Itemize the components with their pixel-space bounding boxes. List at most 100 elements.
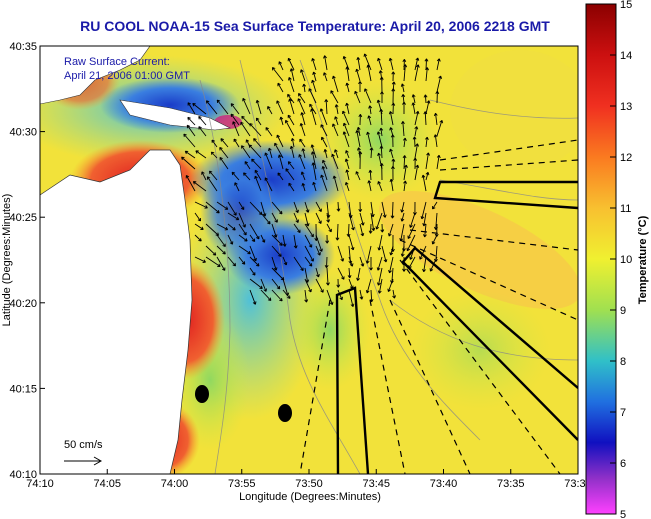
scale-label: 50 cm/s	[64, 439, 103, 451]
y-axis: 40:35 40:30 40:25 40:20 40:15 40:10	[9, 41, 45, 481]
current-arrow	[216, 234, 226, 248]
current-arrow	[277, 154, 284, 170]
current-arrow	[205, 256, 221, 267]
current-arrow	[331, 153, 339, 170]
colorbar-tick-label: 11	[620, 203, 631, 215]
current-arrow	[260, 289, 272, 302]
current-arrow	[300, 112, 306, 126]
land-barrier	[119, 99, 232, 131]
current-arrow	[238, 223, 247, 236]
current-arrow	[425, 67, 430, 82]
current-arrow	[326, 223, 332, 233]
current-arrow	[230, 113, 240, 126]
current-arrow	[376, 131, 383, 148]
current-arrow	[436, 75, 443, 93]
colorbar-tick-label: 9	[620, 305, 626, 317]
current-arrow	[423, 94, 428, 104]
current-arrow	[216, 201, 229, 210]
current-arrow	[400, 83, 405, 93]
colorbar-tick-label: 5	[620, 509, 626, 519]
current-arrow	[264, 177, 273, 192]
current-arrow	[183, 133, 196, 148]
current-arrow	[336, 278, 341, 288]
current-arrow	[423, 111, 428, 126]
current-arrow	[335, 223, 340, 241]
current-arrow	[422, 256, 427, 273]
current-arrow	[260, 201, 267, 217]
current-arrow	[232, 121, 240, 137]
current-arrow	[312, 181, 317, 192]
current-arrow	[413, 157, 418, 170]
current-arrow	[194, 201, 208, 209]
current-arrow	[267, 147, 273, 159]
current-arrow	[391, 88, 396, 104]
current-arrow	[271, 278, 281, 290]
current-arrow	[436, 119, 444, 137]
current-arrow	[379, 163, 384, 181]
current-arrow	[264, 152, 273, 170]
colorbar-tick-label: 10	[620, 254, 632, 266]
current-arrow	[435, 90, 440, 104]
current-arrow	[336, 201, 341, 212]
current-arrow	[407, 223, 416, 239]
current-arrow	[216, 99, 229, 115]
current-arrow	[230, 103, 240, 115]
current-arrow	[390, 201, 395, 219]
current-arrow	[271, 234, 283, 246]
current-arrow	[377, 57, 383, 71]
current-arrow	[411, 102, 416, 115]
current-arrow	[331, 123, 339, 137]
current-arrow	[370, 212, 376, 231]
current-arrow	[208, 170, 218, 181]
inset-line-2: April 21, 2006 01:00 GMT	[64, 70, 190, 82]
current-arrow	[369, 147, 374, 159]
current-arrow	[187, 116, 196, 126]
current-arrow	[369, 257, 373, 271]
current-arrow	[366, 131, 372, 148]
colorbar-tick-label: 13	[620, 101, 632, 113]
current-arrow	[347, 267, 352, 279]
current-arrow	[231, 171, 240, 181]
current-arrow	[424, 58, 429, 71]
current-arrow	[288, 98, 295, 115]
current-arrow	[345, 169, 350, 181]
current-arrow	[289, 68, 295, 82]
current-vectors	[181, 53, 444, 308]
current-arrow	[274, 142, 284, 159]
station-marker	[195, 385, 209, 403]
current-arrow	[194, 256, 206, 263]
current-arrow	[192, 181, 207, 192]
current-arrow	[356, 126, 361, 137]
current-arrow	[248, 144, 262, 159]
current-arrow	[254, 175, 262, 192]
current-arrow	[251, 158, 262, 170]
station-marker	[278, 404, 292, 422]
current-arrow	[406, 234, 416, 252]
current-arrow	[414, 57, 420, 71]
current-arrow	[287, 161, 295, 170]
current-arrow	[402, 137, 407, 148]
current-arrow	[211, 139, 218, 148]
current-arrow	[332, 175, 339, 192]
current-arrow	[216, 223, 229, 231]
current-arrow	[249, 234, 256, 243]
current-arrow	[319, 108, 328, 126]
current-arrow	[299, 122, 306, 137]
current-arrow	[315, 245, 321, 256]
current-arrow	[315, 201, 322, 212]
current-arrow	[330, 90, 339, 104]
current-arrow	[304, 201, 310, 213]
current-arrow	[271, 256, 278, 271]
current-arrow	[304, 212, 310, 227]
current-arrow	[414, 64, 420, 82]
land-north	[40, 46, 151, 105]
current-arrow	[282, 234, 287, 247]
x-tick-label: 73:30	[564, 478, 592, 490]
current-arrow	[348, 256, 354, 267]
y-tick-label: 40:35	[9, 41, 37, 53]
current-arrow	[388, 111, 394, 126]
current-arrow	[358, 201, 363, 213]
x-tick-label: 73:40	[430, 478, 458, 490]
current-arrow	[356, 57, 361, 71]
current-arrow	[419, 245, 427, 260]
